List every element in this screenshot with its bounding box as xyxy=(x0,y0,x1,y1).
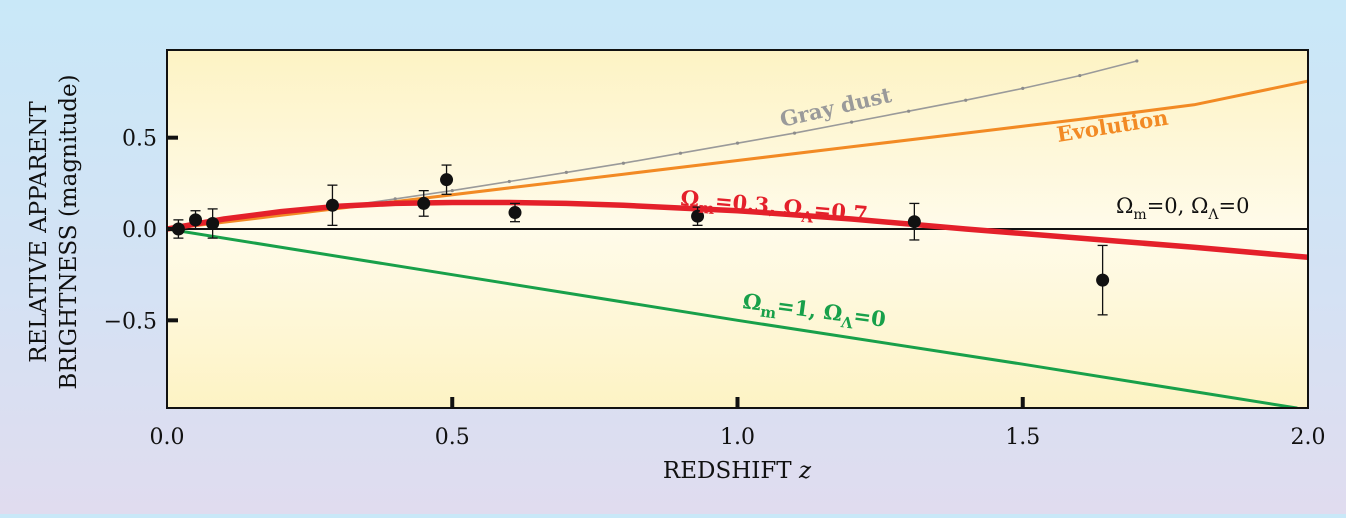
dust-marker xyxy=(792,131,797,135)
y-tick-label: 0.0 xyxy=(122,218,157,243)
data-point xyxy=(206,208,220,239)
dust-marker xyxy=(507,179,511,184)
series-line-lcdm xyxy=(167,199,1308,261)
data-point xyxy=(171,219,185,239)
data-point-marker xyxy=(206,217,220,231)
series-line-einstein xyxy=(167,227,1299,408)
data-point-marker xyxy=(440,173,454,187)
x-tick-label: 2.0 xyxy=(1291,425,1326,450)
data-point-marker xyxy=(325,198,339,212)
dust-marker xyxy=(564,170,568,174)
label-empty-universe: Ωm=0, ΩΛ=0 xyxy=(1116,194,1250,223)
ticks-layer xyxy=(167,135,1025,408)
x-tick-label: 0.0 xyxy=(150,425,185,450)
label-einstein-de-sitter: Ωm=1, ΩΛ=0 xyxy=(741,288,888,337)
dust-marker xyxy=(621,161,626,165)
dust-marker xyxy=(450,189,454,193)
data-point-marker xyxy=(691,209,705,223)
dust-marker xyxy=(678,151,683,155)
data-point xyxy=(691,206,705,226)
data-point-marker xyxy=(171,222,185,236)
data-point xyxy=(1096,244,1110,316)
dust-marker xyxy=(850,120,854,124)
data-point xyxy=(325,184,339,226)
data-point xyxy=(189,210,203,230)
dust-marker xyxy=(964,98,968,102)
data-point xyxy=(417,189,431,217)
data-point xyxy=(508,202,522,223)
dust-marker xyxy=(1135,59,1139,63)
x-tick-label: 0.5 xyxy=(435,425,470,450)
data-point xyxy=(440,164,454,195)
dust-marker xyxy=(393,197,397,201)
data-points-layer xyxy=(171,164,1110,316)
y-tick-label: 0.5 xyxy=(122,127,157,152)
dust-marker xyxy=(1078,73,1082,78)
data-point-marker xyxy=(508,206,522,220)
data-point-marker xyxy=(1096,273,1110,287)
data-point-marker xyxy=(189,213,203,227)
x-axis-title: REDSHIFT z xyxy=(663,458,812,484)
y-axis-title-line2: BRIGHTNESS (magnitude) xyxy=(56,74,82,389)
y-tick-label: −0.5 xyxy=(104,309,157,334)
x-tick-label: 1.5 xyxy=(1005,425,1040,450)
dust-marker xyxy=(735,141,740,145)
x-tick-label: 1.0 xyxy=(720,425,755,450)
label-lcdm: Ωm=0.3, ΩΛ=0.7 xyxy=(679,185,869,231)
tick-labels-layer: 0.0 0.5 1.0 1.5 2.0 0.5 0.0 −0.5 xyxy=(104,127,1326,450)
dust-marker xyxy=(1021,86,1025,90)
dust-marker xyxy=(907,109,911,113)
data-point-marker xyxy=(907,215,921,229)
data-point-marker xyxy=(417,196,431,210)
data-point xyxy=(907,202,921,241)
y-axis-title-line1: RELATIVE APPARENT xyxy=(26,101,52,363)
